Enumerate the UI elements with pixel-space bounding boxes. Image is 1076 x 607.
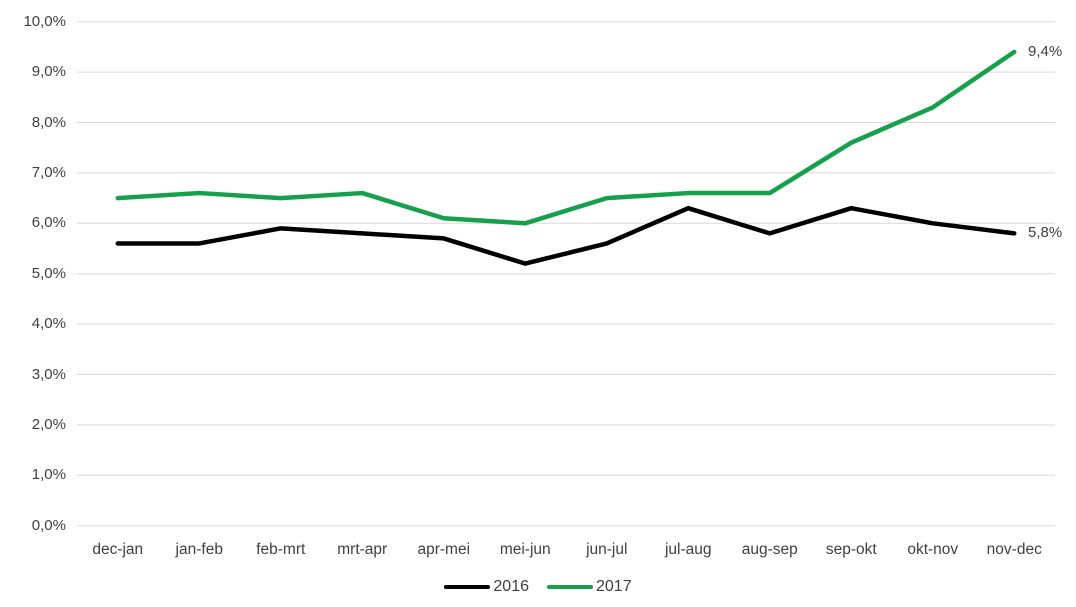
y-tick-label: 2,0%: [31, 415, 66, 433]
series-line-2017: [115, 49, 1017, 226]
legend-label-2016: 2016: [493, 578, 529, 595]
x-tick-label: jul-aug: [664, 541, 712, 558]
y-tick-label: 8,0%: [31, 113, 66, 131]
x-tick-label: feb-mrt: [256, 541, 306, 558]
x-tick-label: mrt-apr: [337, 541, 388, 558]
data-label-2017-end: 9,4%: [1028, 42, 1063, 60]
x-tick-label: okt-nov: [907, 541, 959, 558]
y-tick-label: 1,0%: [31, 466, 66, 484]
y-tick-label: 10,0%: [23, 12, 66, 30]
y-tick-label: 0,0%: [31, 516, 66, 534]
x-tick-label: dec-jan: [92, 541, 144, 558]
series-line-2016: [115, 205, 1017, 266]
data-label-2016-end: 5,8%: [1028, 224, 1063, 242]
y-tick-label: 4,0%: [31, 315, 66, 333]
x-tick-label: jun-jul: [586, 541, 628, 558]
legend-line-swatch-2016: [444, 584, 491, 590]
x-tick-label: apr-mei: [417, 541, 471, 558]
legend: 2016 2017: [0, 578, 1076, 596]
x-tick-label: nov-dec: [986, 541, 1042, 558]
x-tick-label: sep-okt: [825, 541, 877, 558]
x-tick-label: jan-feb: [175, 541, 223, 558]
y-tick-label: 7,0%: [31, 163, 66, 181]
legend-label-2017: 2017: [596, 578, 632, 595]
gridlines: [77, 21, 1055, 527]
y-tick-label: 3,0%: [31, 365, 66, 383]
legend-item-2016: 2016: [444, 578, 529, 596]
series-lines: [115, 49, 1017, 266]
y-tick-label: 6,0%: [31, 214, 66, 232]
legend-item-2017: 2017: [547, 578, 632, 596]
x-tick-label: mei-jun: [499, 541, 551, 558]
legend-line-swatch-2017: [547, 584, 593, 590]
y-tick-label: 9,0%: [31, 63, 66, 81]
x-tick-label: aug-sep: [741, 541, 798, 558]
y-tick-label: 5,0%: [31, 264, 66, 282]
